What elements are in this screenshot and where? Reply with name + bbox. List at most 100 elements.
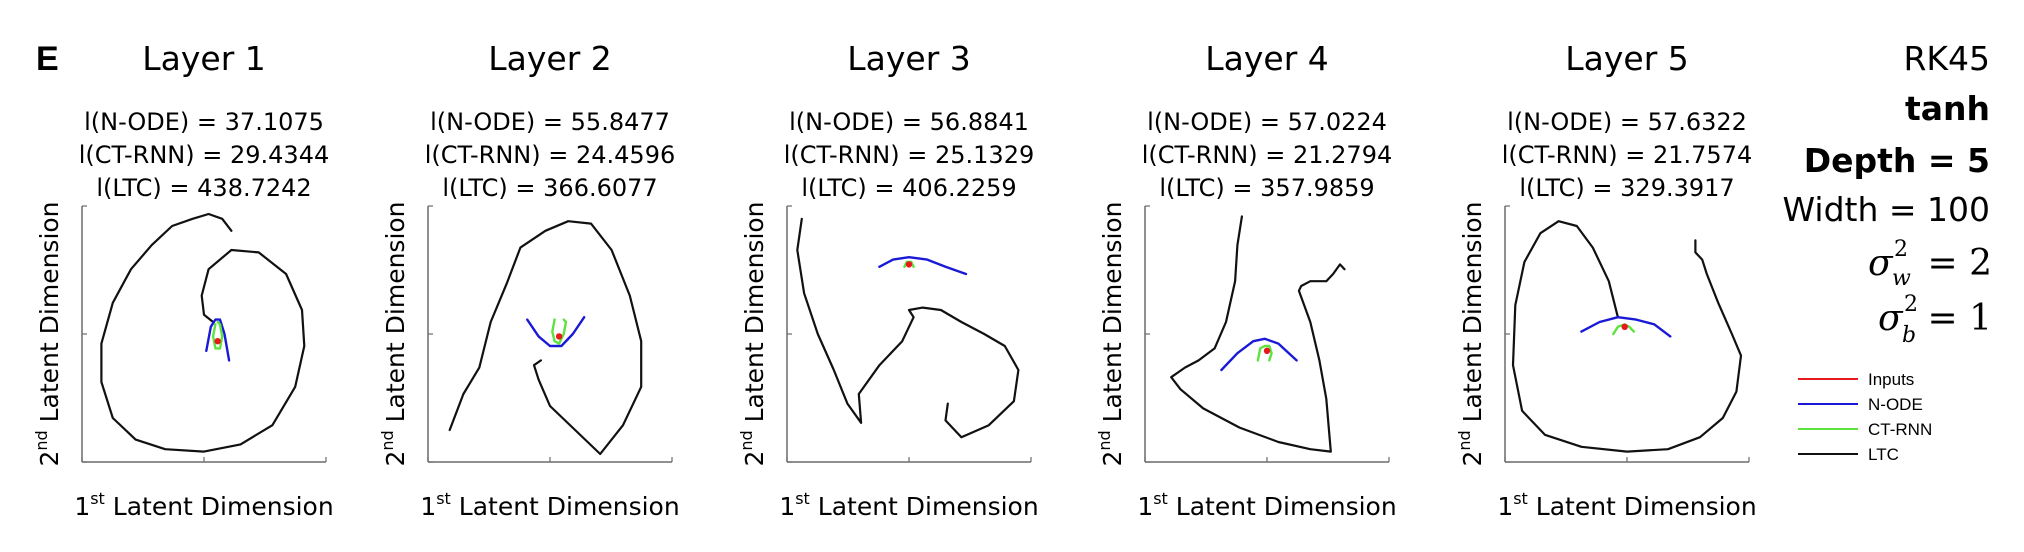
series-inputs-point	[1621, 323, 1628, 330]
subplot-layer-5: Layer 5 l(N-ODE) = 57.6322 l(CT-RNN) = 21.…	[1455, 39, 1757, 521]
legend: Inputs N-ODE CT-RNN LTC	[1798, 370, 1932, 464]
subplot-grid: Layer 1 l(N-ODE) = 37.1075 l(CT-RNN) = 29.…	[32, 39, 1757, 521]
series-n-ode-line	[1580, 316, 1672, 338]
y-axis-label-sup: nd	[737, 430, 756, 450]
sigma-b-value: = 1	[1927, 298, 1992, 339]
y-axis-label-sup: nd	[32, 430, 51, 450]
sigma-w-sup: 2	[1894, 237, 1908, 262]
subplot-layer-1: Layer 1 l(N-ODE) = 37.1075 l(CT-RNN) = 29.…	[32, 39, 334, 521]
y-axis-label-text: Latent Dimension	[35, 201, 64, 430]
y-axis-label-sup: nd	[378, 430, 397, 450]
legend-item-n-ode: N-ODE	[1798, 395, 1923, 414]
trajectory-length-label: l(CT-RNN) = 21.2794	[1142, 141, 1392, 169]
sigma-b-sup: 2	[1904, 292, 1918, 317]
series-ltc-line	[1170, 215, 1346, 453]
x-axis-label: 1st Latent Dimension	[74, 489, 333, 521]
trajectory-length-label: l(CT-RNN) = 21.7574	[1502, 141, 1752, 169]
x-axis-label-prefix: 1	[74, 492, 90, 521]
trajectory-length-label: l(CT-RNN) = 29.4344	[79, 141, 329, 169]
axes	[81, 205, 327, 463]
trajectory-length-label: l(N-ODE) = 37.1075	[84, 108, 324, 136]
series-inputs-point	[214, 338, 221, 345]
y-axis-label-text: Latent Dimension	[1098, 201, 1127, 430]
series-ct-rnn-line	[1256, 344, 1273, 362]
axes	[1144, 205, 1390, 463]
series-ct-rnn-line	[551, 318, 568, 345]
trajectory-length-label: l(LTC) = 438.7242	[96, 174, 311, 202]
legend-label: N-ODE	[1868, 395, 1923, 414]
activation-label: tanh	[1905, 89, 1990, 128]
subplot-title: Layer 5	[1565, 39, 1689, 78]
legend-label: LTC	[1868, 445, 1899, 464]
x-axis-label-text: Latent Dimension	[1528, 492, 1757, 521]
y-axis-label-prefix: 2	[381, 451, 410, 467]
parameter-block: RK45 tanh Depth = 5 Width = 100 σ 2 w = …	[1783, 39, 1993, 348]
y-axis-label-text: Latent Dimension	[381, 201, 410, 430]
legend-label: Inputs	[1868, 370, 1914, 389]
width-label: Width = 100	[1783, 190, 1991, 229]
legend-item-ltc: LTC	[1798, 445, 1899, 464]
panel-label: E	[36, 40, 59, 78]
x-axis-label-sup: st	[1153, 489, 1168, 508]
series-inputs-point	[555, 333, 563, 340]
subplot-layer-3: Layer 3 l(N-ODE) = 56.8841 l(CT-RNN) = 25.…	[737, 39, 1039, 521]
series-ct-rnn-line	[211, 320, 224, 350]
y-axis-label: 2nd Latent Dimension	[1095, 201, 1127, 466]
x-axis-label: 1st Latent Dimension	[1137, 489, 1396, 521]
sigma-b-symbol: σ	[1878, 298, 1904, 339]
sigma-w-sub: w	[1892, 266, 1911, 291]
series-inputs-point	[905, 261, 913, 268]
series-ltc-line	[1511, 220, 1743, 453]
x-axis-label-sup: st	[795, 489, 810, 508]
y-axis-label-prefix: 2	[740, 451, 769, 467]
y-axis-label: 2nd Latent Dimension	[1455, 201, 1487, 466]
sigma-w-symbol: σ	[1868, 243, 1894, 284]
legend-label: CT-RNN	[1868, 420, 1932, 439]
series-ltc-line	[100, 212, 306, 453]
trajectory-length-label: l(N-ODE) = 57.6322	[1507, 108, 1747, 136]
trajectory-length-label: l(N-ODE) = 55.8477	[430, 108, 670, 136]
legend-item-ct-rnn: CT-RNN	[1798, 420, 1932, 439]
x-axis-label-prefix: 1	[1137, 492, 1153, 521]
subplot-title: Layer 1	[142, 39, 266, 78]
x-axis-label-sup: st	[1513, 489, 1528, 508]
y-axis-label-prefix: 2	[1458, 451, 1487, 467]
sigma-b-label: σ 2 b = 1	[1878, 292, 1992, 348]
axes	[427, 205, 673, 463]
y-axis-label: 2nd Latent Dimension	[32, 201, 64, 466]
y-axis-label-sup: nd	[1095, 430, 1114, 450]
y-axis-label-sup: nd	[1455, 430, 1474, 450]
y-axis-label: 2nd Latent Dimension	[737, 201, 769, 466]
trajectory-length-label: l(LTC) = 366.6077	[442, 174, 657, 202]
subplot-title: Layer 3	[847, 39, 971, 78]
series-inputs-point	[1263, 347, 1271, 354]
y-axis-label-prefix: 2	[1098, 451, 1127, 467]
trajectory-length-label: l(LTC) = 357.9859	[1159, 174, 1374, 202]
sigma-w-label: σ 2 w = 2	[1868, 237, 1992, 291]
x-axis-label-sup: st	[90, 489, 105, 508]
x-axis-label-text: Latent Dimension	[451, 492, 680, 521]
y-axis-label-prefix: 2	[35, 451, 64, 467]
y-axis-label: 2nd Latent Dimension	[378, 201, 410, 466]
x-axis-label: 1st Latent Dimension	[779, 489, 1038, 521]
series-n-ode-line	[205, 318, 231, 362]
x-axis-label-prefix: 1	[1497, 492, 1513, 521]
sigma-w-value: = 2	[1927, 243, 1992, 284]
subplot-layer-2: Layer 2 l(N-ODE) = 55.8477 l(CT-RNN) = 24.…	[378, 39, 680, 521]
solver-label: RK45	[1903, 39, 1990, 78]
trajectory-length-label: l(LTC) = 406.2259	[801, 174, 1016, 202]
axes	[786, 205, 1032, 463]
trajectory-length-label: l(CT-RNN) = 24.4596	[425, 141, 675, 169]
trajectory-length-label: l(CT-RNN) = 25.1329	[784, 141, 1034, 169]
x-axis-label: 1st Latent Dimension	[420, 489, 679, 521]
legend-item-inputs: Inputs	[1798, 370, 1914, 389]
subplot-title: Layer 2	[488, 39, 612, 78]
x-axis-label-text: Latent Dimension	[1168, 492, 1397, 521]
x-axis-label-sup: st	[436, 489, 451, 508]
series-n-ode-line	[878, 256, 968, 276]
subplot-title: Layer 4	[1205, 39, 1329, 78]
trajectory-length-label: l(LTC) = 329.3917	[1519, 174, 1734, 202]
x-axis-label-text: Latent Dimension	[810, 492, 1039, 521]
series-ltc-line	[796, 217, 1020, 439]
